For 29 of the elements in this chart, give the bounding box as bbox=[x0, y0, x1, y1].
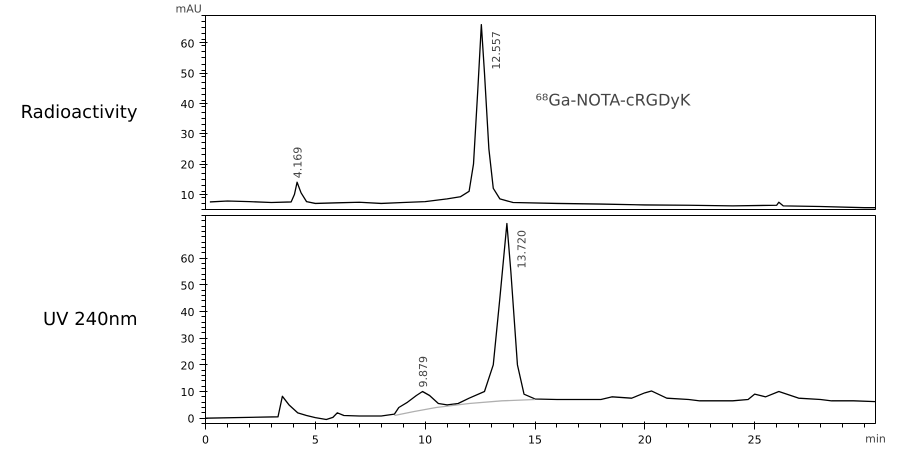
x-tick-label: 0 bbox=[202, 434, 209, 446]
y-tick-label: 30 bbox=[180, 128, 195, 142]
x-tick-label: 25 bbox=[748, 434, 762, 446]
text: UV 240nm bbox=[42, 309, 138, 330]
annotation: 12.557 bbox=[490, 31, 503, 70]
y-tick-label: 50 bbox=[180, 68, 195, 81]
x-tick-label: 5 bbox=[312, 434, 319, 446]
y-axis-title: mAU bbox=[176, 2, 202, 16]
annotation: 9.879 bbox=[417, 356, 430, 388]
x-tick-label: 15 bbox=[528, 434, 542, 446]
y-tick-label: 20 bbox=[180, 158, 195, 172]
y-tick-label: 10 bbox=[180, 386, 195, 399]
x-axis-title: min bbox=[865, 432, 886, 446]
y-tick-label: 40 bbox=[180, 306, 195, 319]
y-tick-label: 30 bbox=[180, 332, 195, 346]
y-tick-label: 40 bbox=[180, 98, 195, 111]
y-tick-label: 50 bbox=[180, 279, 195, 292]
annotation: 4.169 bbox=[292, 146, 305, 178]
annotation: ⁶⁸Ga-NOTA-cRGDyK bbox=[536, 90, 691, 110]
x-tick-label: 20 bbox=[638, 434, 652, 446]
y-tick-label: 0 bbox=[188, 412, 194, 426]
y-tick-label: 60 bbox=[180, 37, 195, 50]
text: Radioactivity bbox=[20, 102, 138, 123]
y-tick-label: 20 bbox=[180, 359, 195, 372]
annotation: 13.720 bbox=[515, 230, 528, 268]
y-tick-label: 60 bbox=[180, 252, 195, 266]
x-tick-label: 10 bbox=[418, 434, 432, 446]
line-series bbox=[394, 398, 536, 416]
y-tick-label: 10 bbox=[180, 188, 195, 202]
